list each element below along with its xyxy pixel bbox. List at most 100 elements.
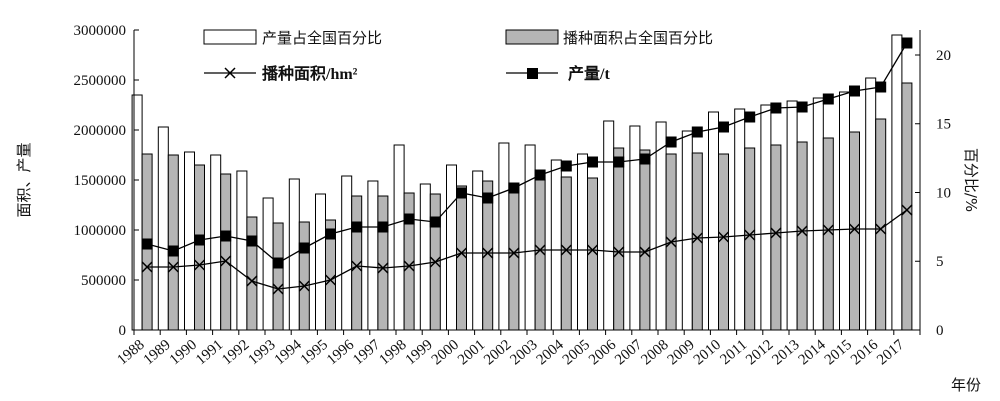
legend-label-production: 产量/t — [568, 64, 610, 83]
marker-production-2016 — [875, 81, 887, 93]
bar-production-share-2000 — [446, 164, 457, 331]
bar-production-share-2007 — [629, 125, 641, 331]
x-tick-label-2008: 2008 — [638, 337, 671, 369]
x-tick-label-2017: 2017 — [874, 336, 908, 368]
marker-production-1996 — [351, 221, 363, 233]
marker-area-2008 — [665, 236, 677, 248]
left-tick-label-2000000: 2000000 — [74, 123, 127, 139]
marker-area-2016 — [875, 223, 887, 235]
x-tick-label-1998: 1998 — [376, 337, 409, 369]
marker-area-1988 — [141, 261, 153, 273]
x-tick-label-2005: 2005 — [560, 337, 593, 369]
x-tick-label-1993: 1993 — [245, 337, 278, 369]
marker-production-2002 — [508, 182, 520, 194]
bar-area-share-2013 — [796, 141, 808, 331]
marker-area-1998 — [403, 260, 415, 272]
marker-production-2011 — [744, 111, 756, 123]
bar-production-share-1995 — [315, 193, 326, 331]
x-tick-label-1996: 1996 — [324, 336, 358, 368]
x-tick-label-2014: 2014 — [796, 336, 830, 368]
bar-production-share-1990 — [184, 151, 195, 331]
right-axis-title: 百分比/% — [962, 148, 980, 212]
x-tick-label-1999: 1999 — [403, 337, 436, 369]
marker-production-1990 — [194, 234, 205, 246]
marker-production-1994 — [298, 242, 310, 254]
marker-production-1999 — [429, 216, 441, 228]
marker-area-2010 — [717, 231, 730, 243]
marker-area-1992 — [246, 275, 258, 287]
marker-area-2015 — [848, 223, 861, 235]
bar-production-share-2010 — [708, 111, 719, 331]
legend-swatch-production-share — [203, 29, 257, 45]
marker-production-2001 — [482, 192, 494, 204]
right-tick-label-10: 10 — [936, 185, 951, 201]
legend-label-production-share: 产量占全国百分比 — [262, 29, 382, 47]
x-tick-label-1988: 1988 — [114, 337, 147, 369]
x-tick-label-1994: 1994 — [272, 336, 306, 368]
bar-production-share-2002 — [498, 142, 510, 331]
bar-production-share-2016 — [865, 77, 877, 331]
bar-area-share-1991 — [220, 173, 232, 331]
marker-area-1991 — [220, 255, 232, 267]
marker-production-1993 — [272, 257, 284, 269]
bar-area-share-2010 — [718, 153, 729, 331]
bar-area-share-1989 — [167, 154, 179, 331]
bar-production-share-1989 — [157, 126, 169, 331]
marker-area-2004 — [560, 244, 572, 256]
marker-production-2006 — [613, 156, 625, 168]
marker-area-2005 — [586, 244, 599, 256]
right-tick-label-20: 20 — [936, 48, 951, 64]
bar-area-share-2000 — [456, 185, 467, 331]
marker-area-2006 — [613, 246, 625, 258]
marker-area-1996 — [351, 260, 363, 272]
right-tick-label-0: 0 — [936, 323, 944, 339]
marker-area-2009 — [691, 232, 703, 244]
marker-area-1999 — [429, 256, 441, 268]
bar-production-share-2017 — [891, 34, 903, 331]
marker-area-2017 — [901, 204, 913, 216]
x-tick-label-1992: 1992 — [219, 337, 252, 369]
marker-area-2011 — [744, 229, 756, 241]
marker-production-2015 — [849, 85, 860, 97]
marker-production-1989 — [167, 245, 179, 257]
left-tick-label-0: 0 — [119, 323, 127, 339]
marker-production-2000 — [456, 187, 467, 199]
marker-production-2007 — [639, 153, 651, 165]
marker-area-1990 — [193, 259, 206, 271]
bar-production-share-2012 — [760, 104, 772, 331]
marker-production-2012 — [770, 102, 782, 114]
x-tick-label-1997: 1997 — [350, 336, 384, 368]
bar-area-share-2007 — [639, 149, 651, 331]
x-tick-label-2006: 2006 — [586, 336, 620, 368]
marker-production-1997 — [377, 221, 389, 233]
bar-production-share-2003 — [524, 144, 536, 331]
lines-layer — [141, 37, 913, 295]
legend-label-area: 播种面积/hm² — [262, 64, 358, 83]
bar-production-share-2011 — [734, 108, 746, 331]
left-tick-label-3000000: 3000000 — [74, 23, 127, 39]
bar-area-share-2003 — [534, 179, 546, 331]
left-tick-label-500000: 500000 — [81, 273, 126, 289]
x-tick-label-1991: 1991 — [193, 337, 226, 369]
legend-marker-production — [527, 68, 538, 79]
marker-production-1991 — [220, 230, 232, 242]
x-tick-label-2010: 2010 — [691, 337, 724, 369]
x-tick-label-2011: 2011 — [717, 337, 750, 368]
marker-area-2002 — [508, 247, 520, 259]
bar-production-share-1993 — [262, 197, 274, 331]
bar-area-share-2006 — [613, 147, 625, 331]
x-tick-label-2003: 2003 — [507, 337, 540, 369]
bar-production-share-2004 — [550, 159, 562, 331]
left-tick-label-1500000: 1500000 — [74, 173, 127, 189]
x-tick-label-1989: 1989 — [141, 337, 174, 369]
bar-production-share-2009 — [681, 130, 693, 331]
marker-production-2004 — [560, 160, 572, 172]
marker-area-1997 — [377, 262, 389, 274]
marker-area-2000 — [455, 247, 468, 259]
right-tick-label-5: 5 — [936, 254, 944, 270]
bar-production-share-1997 — [367, 180, 379, 331]
marker-area-2013 — [796, 225, 808, 237]
bar-production-share-2013 — [786, 100, 798, 331]
x-tick-label-2009: 2009 — [665, 337, 698, 369]
